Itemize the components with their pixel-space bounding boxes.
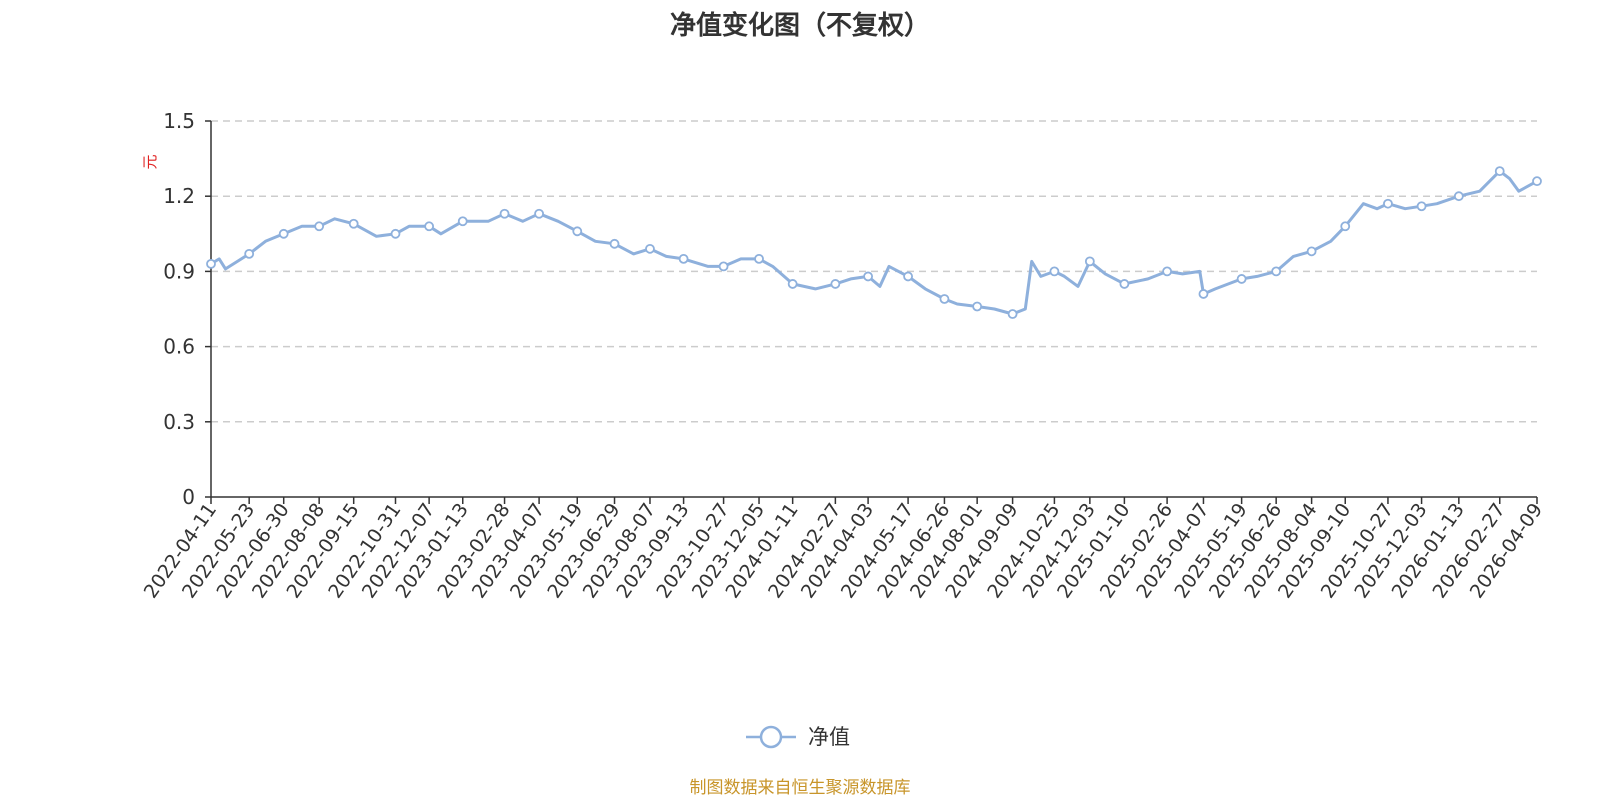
data-point-marker[interactable]: [206, 258, 216, 269]
data-point-marker[interactable]: [1198, 289, 1209, 299]
legend-circle-icon: [759, 725, 783, 749]
data-point-marker[interactable]: [718, 261, 729, 272]
data-source: 制图数据来自恒生聚源数据库: [690, 778, 911, 798]
data-point-marker[interactable]: [678, 253, 689, 264]
data-point-marker[interactable]: [390, 228, 401, 239]
y-tick-label: 0.9: [163, 259, 195, 283]
data-point-marker[interactable]: [1306, 246, 1317, 257]
data-point-marker[interactable]: [609, 238, 620, 249]
data-point-marker[interactable]: [534, 208, 544, 219]
x-axis-ticks: 2022-04-112022-05-232022-06-302022-08-08…: [140, 497, 1547, 602]
data-point-marker[interactable]: [645, 243, 655, 254]
data-point-marker[interactable]: [1049, 266, 1060, 277]
y-axis-unit: 元: [141, 154, 159, 169]
y-tick-label: 1.5: [163, 109, 195, 133]
y-tick-label: 0.6: [163, 335, 195, 359]
data-point-marker[interactable]: [830, 279, 841, 289]
data-point-marker[interactable]: [1119, 279, 1130, 289]
data-point-marker[interactable]: [1532, 176, 1542, 187]
marker-layer: [206, 166, 1542, 319]
data-point-marker[interactable]: [939, 294, 950, 304]
legend[interactable]: 净值: [746, 725, 850, 749]
data-point-marker[interactable]: [572, 226, 583, 237]
data-point-marker[interactable]: [348, 218, 359, 229]
data-point-marker[interactable]: [1236, 274, 1247, 284]
data-point-marker[interactable]: [1162, 266, 1173, 277]
data-point-marker[interactable]: [1340, 221, 1351, 232]
data-point-marker[interactable]: [278, 228, 289, 239]
data-point-marker[interactable]: [424, 221, 435, 232]
data-point-marker[interactable]: [1416, 201, 1427, 212]
data-point-marker[interactable]: [903, 271, 913, 282]
data-point-marker[interactable]: [787, 279, 798, 289]
legend-label: 净值: [808, 725, 850, 749]
data-point-marker[interactable]: [1007, 309, 1018, 319]
y-tick-label: 1.2: [163, 184, 195, 208]
data-point-marker[interactable]: [244, 248, 255, 259]
axes: [210, 121, 1537, 498]
data-point-marker[interactable]: [314, 221, 325, 232]
y-tick-label: 0: [182, 485, 195, 509]
gridlines: [211, 120, 1537, 423]
data-point-marker[interactable]: [1453, 191, 1464, 202]
data-point-marker[interactable]: [1494, 166, 1505, 177]
data-point-marker[interactable]: [754, 253, 764, 264]
y-tick-label: 0.3: [163, 410, 195, 434]
series-line-net-value: [209, 169, 1539, 316]
data-point-marker[interactable]: [457, 216, 468, 227]
data-point-marker[interactable]: [1084, 256, 1095, 267]
chart-title: 净值变化图（不复权）: [670, 10, 930, 41]
y-axis-ticks: 0 0.3 0.6 0.9 1.2 1.5: [163, 109, 211, 509]
data-point-marker[interactable]: [863, 271, 873, 282]
series-layer: [209, 169, 1539, 316]
data-point-marker[interactable]: [499, 208, 510, 219]
data-point-marker[interactable]: [1383, 198, 1393, 209]
data-point-marker[interactable]: [972, 301, 983, 312]
data-point-marker[interactable]: [1271, 266, 1282, 277]
